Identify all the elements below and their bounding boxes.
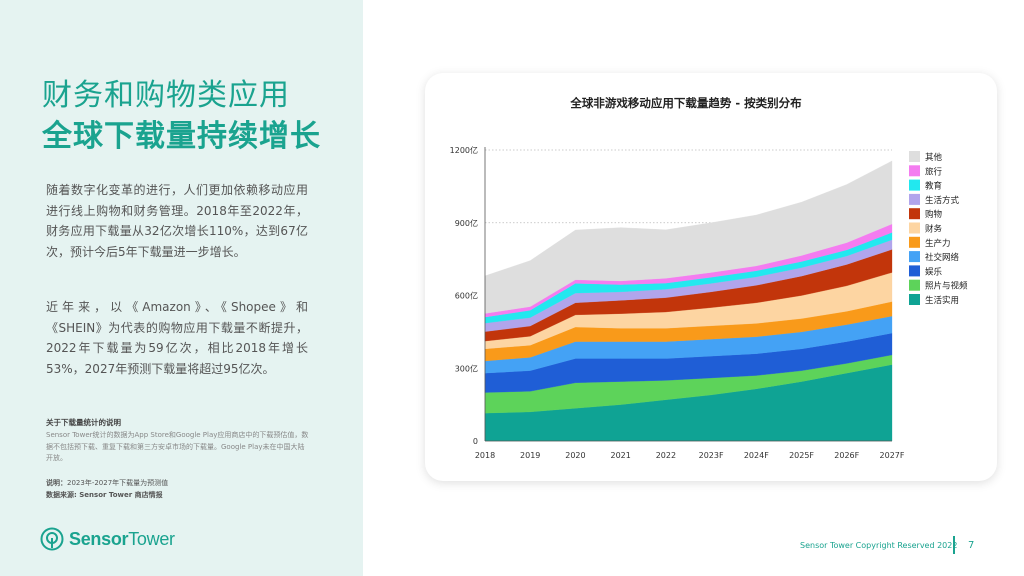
x-tick-label: 2022	[656, 451, 676, 460]
page-title-line1: 财务和购物类应用	[42, 78, 290, 113]
legend-label: 教育	[925, 181, 942, 192]
y-tick-label: 600亿	[455, 291, 478, 301]
page-title-line2: 全球下载量持续增长	[42, 119, 321, 154]
legend-label: 照片与视频	[925, 281, 968, 292]
paragraph-shopping: 近年来，以《Amazon》、《Shopee》和《SHEIN》为代表的购物应用下载…	[46, 300, 308, 376]
y-tick-label: 300亿	[455, 363, 478, 373]
legend-label: 社交网络	[925, 252, 960, 263]
footer-divider	[953, 536, 955, 554]
legend-swatch	[909, 265, 920, 277]
page-number: 7	[968, 540, 975, 551]
legend-label: 财务	[925, 224, 943, 235]
legend-label: 其他	[925, 152, 943, 163]
legend-label: 娱乐	[925, 266, 943, 277]
left-panel: 财务和购物类应用 全球下载量持续增长 随着数字化变革的进行，人们更加依赖移动应用…	[0, 0, 363, 576]
y-tick-label: 900亿	[455, 218, 478, 228]
paragraph-finance: 随着数字化变革的进行，人们更加依赖移动应用进行线上购物和财务管理。2018年至2…	[46, 183, 308, 259]
legend-swatch	[909, 151, 920, 162]
logo-text: SensorTower	[69, 529, 175, 550]
x-tick-label: 2023F	[699, 451, 724, 460]
chart-areas	[484, 160, 893, 442]
chart-card: 全球非游戏移动应用下载量趋势 - 按类别分布 0 300亿 600亿 900亿 1200…	[425, 73, 997, 481]
chart-axes: 0 300亿 600亿 900亿 1200亿 2018 2019 2020 2021 2022 20…	[450, 145, 905, 460]
y-tick-label: 1200亿	[450, 145, 478, 155]
legend-label: 旅行	[925, 166, 943, 177]
x-tick-label: 2024F	[744, 451, 769, 460]
note-text: Sensor Tower统计的数据为App Store和Google Play应…	[46, 431, 309, 462]
legend-label: 生产力	[925, 238, 951, 249]
area-series-其他	[484, 160, 893, 314]
stacked-area-chart: 全球非游戏移动应用下载量趋势 - 按类别分布 0 300亿 600亿 900亿 1200…	[450, 96, 968, 460]
note-title: 关于下载量统计的说明	[46, 418, 121, 427]
copyright-text: Sensor Tower Copyright Reserved 2022	[800, 541, 958, 550]
x-tick-label: 2026F	[834, 451, 859, 460]
x-tick-label: 2019	[520, 451, 540, 460]
x-tick-label: 2018	[475, 451, 495, 460]
legend-label: 生活实用	[925, 295, 959, 306]
y-tick-label: 0	[473, 437, 478, 446]
legend-swatch	[909, 193, 920, 205]
explanation-note: 说明：2023年-2027年下载量为预测值	[46, 478, 168, 488]
legend-swatch	[909, 294, 920, 305]
legend-label: 生活方式	[925, 195, 960, 206]
legend-swatch	[909, 279, 920, 291]
legend-swatch	[909, 179, 920, 191]
legend-swatch	[909, 208, 920, 220]
source-note: 数据来源: Sensor Tower 商店情报	[46, 490, 163, 500]
source-text: Sensor Tower 商店情报	[79, 491, 163, 499]
sensor-tower-logo-icon	[40, 527, 64, 551]
logo-text-bold: Sensor	[69, 528, 129, 549]
x-tick-label: 2020	[565, 451, 585, 460]
source-label: 数据来源:	[46, 491, 80, 499]
explanation-text: 2023年-2027年下载量为预测值	[67, 479, 169, 487]
logo-text-light: Tower	[128, 528, 175, 549]
x-tick-label: 2021	[610, 451, 630, 460]
legend-swatch	[909, 236, 920, 248]
legend-label: 购物	[925, 209, 943, 220]
explanation-label: 说明：	[46, 479, 67, 487]
legend-swatch	[909, 251, 920, 263]
x-tick-label: 2027F	[880, 451, 905, 460]
x-tick-label: 2025F	[789, 451, 814, 460]
legend-swatch	[909, 165, 920, 177]
legend-swatch	[909, 222, 920, 234]
chart-title: 全球非游戏移动应用下载量趋势 - 按类别分布	[569, 96, 802, 110]
sensor-tower-logo: SensorTower	[40, 527, 175, 551]
